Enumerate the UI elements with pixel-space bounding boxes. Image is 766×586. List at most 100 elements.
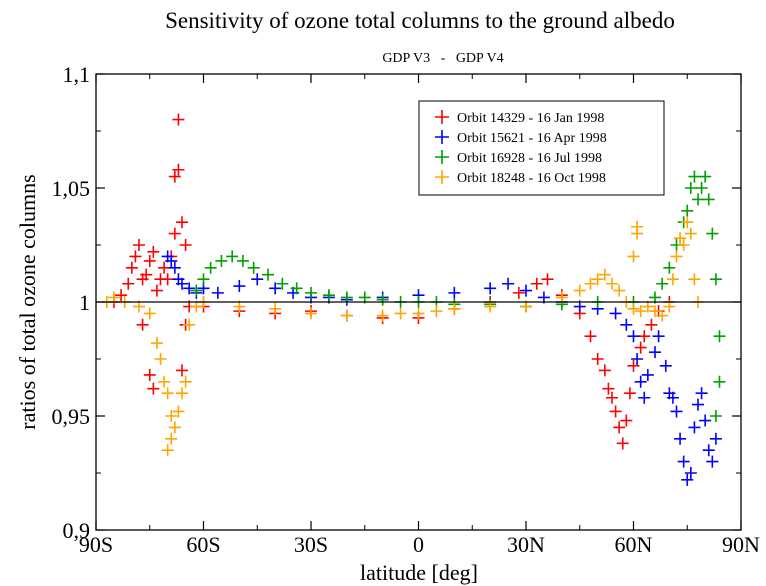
data-point <box>484 282 497 295</box>
data-point <box>147 382 160 395</box>
data-point <box>684 227 697 240</box>
plot-area: 90S 60S 30S 0 30N 60N 90N 0,9 0,95 1 1,05 1,1 Orbit … <box>52 62 761 557</box>
y-tick-label: 0,9 <box>63 518 91 543</box>
data-point <box>190 284 203 297</box>
data-point <box>584 330 597 343</box>
data-point <box>627 330 640 343</box>
data-point <box>154 353 167 365</box>
data-point <box>247 261 260 274</box>
legend-entry: Orbit 15621 - 16 Apr 1998 <box>457 131 607 146</box>
data-point <box>448 286 461 299</box>
data-point <box>681 216 694 229</box>
x-tick-label: 0 <box>413 532 424 557</box>
data-point <box>692 193 704 206</box>
data-point <box>158 375 171 388</box>
data-point <box>652 330 665 343</box>
data-point <box>695 387 708 400</box>
data-point <box>598 364 611 377</box>
series-2 <box>161 250 722 486</box>
data-point <box>448 302 461 315</box>
data-point <box>520 284 532 297</box>
data-point <box>641 368 654 381</box>
data-point <box>670 250 683 263</box>
data-point <box>165 410 178 422</box>
legend-entry: Orbit 16928 - 16 Jul 1998 <box>457 151 602 166</box>
data-point <box>684 182 697 194</box>
data-point <box>609 405 622 418</box>
series-1 <box>107 113 676 450</box>
data-point <box>674 432 687 445</box>
chart-title: Sensitivity of ozone total columns to th… <box>165 8 675 33</box>
data-point <box>290 282 303 295</box>
data-point <box>133 239 145 251</box>
data-point <box>598 268 611 281</box>
data-point <box>276 277 289 290</box>
x-tick-label: 60S <box>186 532 220 557</box>
data-point <box>713 375 726 388</box>
data-point <box>168 227 181 240</box>
data-point <box>251 273 264 286</box>
data-point <box>236 254 249 267</box>
data-point <box>226 250 239 263</box>
data-point <box>623 387 636 400</box>
data-point <box>677 455 690 468</box>
data-point <box>638 330 651 343</box>
data-point <box>688 273 701 286</box>
data-point <box>631 220 644 233</box>
data-point <box>179 375 192 388</box>
data-point <box>573 284 586 297</box>
data-point <box>620 318 633 331</box>
data-point <box>659 359 672 372</box>
data-point <box>233 280 246 293</box>
data-point <box>688 421 701 434</box>
chart-subtitle: GDP V3 - GDP V4 <box>382 51 503 66</box>
x-tick-label: 60N <box>615 532 653 557</box>
data-point <box>709 273 722 286</box>
data-point <box>143 368 156 381</box>
y-tick-label: 1,1 <box>63 62 91 87</box>
data-point <box>161 387 174 400</box>
legend-marker <box>435 130 449 144</box>
data-point <box>168 170 181 183</box>
data-point <box>616 437 629 450</box>
data-point <box>709 410 722 422</box>
data-point <box>204 261 217 274</box>
y-axis-label: ratios of total ozone columns <box>15 174 40 429</box>
data-point <box>165 432 178 445</box>
data-point <box>179 239 192 251</box>
data-point <box>706 227 719 240</box>
data-point <box>150 284 163 297</box>
data-point <box>269 282 282 295</box>
data-point <box>502 277 515 290</box>
data-point <box>613 284 626 297</box>
data-point <box>176 387 188 400</box>
data-point <box>122 277 135 290</box>
data-point <box>699 170 712 183</box>
data-point <box>150 337 163 350</box>
data-point <box>645 318 658 331</box>
legend-entry: Orbit 14329 - 16 Jan 1998 <box>457 111 604 126</box>
y-tick-label: 1 <box>79 290 90 315</box>
data-point <box>512 286 525 299</box>
x-tick-label: 90S <box>79 532 113 557</box>
data-point <box>147 245 160 258</box>
legend: Orbit 14329 - 16 Jan 1998 Orbit 15621 - 1… <box>418 100 665 196</box>
data-point <box>172 405 185 418</box>
data-point <box>215 254 228 267</box>
data-point <box>541 273 554 286</box>
data-point <box>143 307 156 320</box>
data-point <box>692 398 704 411</box>
data-point <box>620 414 633 427</box>
x-tick-label: 30S <box>294 532 328 557</box>
data-point <box>136 318 149 331</box>
data-point <box>129 250 142 263</box>
data-point <box>143 254 156 267</box>
data-point <box>584 277 597 290</box>
data-point <box>322 289 335 302</box>
data-point <box>638 391 651 404</box>
data-point <box>197 273 210 286</box>
data-point <box>430 305 443 318</box>
data-point <box>176 364 188 377</box>
data-point <box>634 305 647 318</box>
data-point <box>606 277 618 290</box>
